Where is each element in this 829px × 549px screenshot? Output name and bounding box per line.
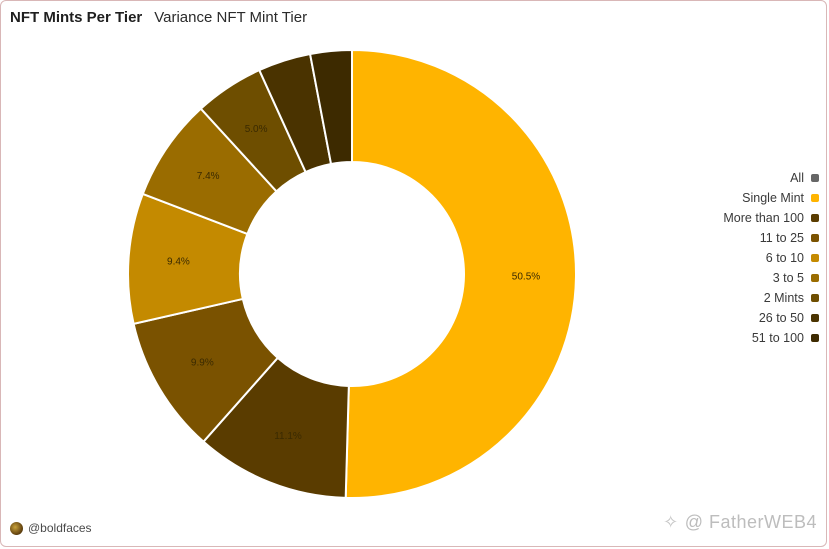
author-avatar: [10, 521, 23, 535]
slice-label-more-than-100: 11.1%: [274, 431, 302, 442]
slice-label-6-to-10: 9.4%: [167, 257, 190, 268]
chart-subtitle: Variance NFT Mint Tier: [154, 9, 308, 26]
legend-item-11-to-25[interactable]: 11 to 25: [760, 230, 819, 245]
legend-label: 11 to 25: [759, 230, 804, 245]
watermark: ✧ @ FatherWEB4: [663, 512, 817, 533]
legend-item-3-to-5[interactable]: 3 to 5: [773, 270, 819, 285]
legend-item-all[interactable]: All: [790, 170, 819, 185]
legend-label: 6 to 10: [765, 250, 804, 265]
legend-swatch: [811, 313, 819, 322]
slice-label-3-to-5: 7.4%: [197, 171, 220, 182]
legend-label: Single Mint: [742, 190, 804, 205]
slice-label-2-mints: 5.0%: [245, 124, 268, 135]
legend-item-26-to-50[interactable]: 26 to 50: [759, 310, 819, 325]
chart-title: NFT Mints Per Tier: [10, 9, 143, 26]
legend-label: 26 to 50: [758, 310, 804, 325]
author-handle: @boldfaces: [28, 521, 92, 535]
legend-swatch: [811, 193, 819, 202]
slice-51-to-100[interactable]: [308, 48, 353, 166]
legend-swatch: [811, 213, 819, 222]
slice-label-single-mint: 50.5%: [512, 271, 540, 282]
legend-label: 3 to 5: [772, 270, 804, 285]
diamond-logo-icon: ✧: [663, 512, 679, 532]
footer: @boldfaces: [10, 521, 92, 535]
legend-item-2-mints[interactable]: 2 Mints: [764, 290, 819, 305]
legend-item-single-mint[interactable]: Single Mint: [742, 190, 819, 205]
legend-label: More than 100: [723, 210, 804, 225]
slice-labels: 50.5% 11.1% 9.9% 9.4% 7.4% 5.0%: [167, 124, 540, 442]
legend-swatch: [811, 273, 819, 282]
legend-swatch: [811, 293, 819, 302]
donut-slices: [127, 48, 577, 499]
legend-swatch: [811, 233, 819, 242]
chart-header: NFT Mints Per Tier Variance NFT Mint Tie…: [10, 9, 307, 26]
legend-item-51-to-100[interactable]: 51 to 100: [752, 330, 819, 345]
legend-swatch: [811, 253, 819, 262]
legend-label: All: [790, 170, 804, 185]
slice-label-11-to-25: 9.9%: [191, 358, 214, 369]
legend-item-more-than-100[interactable]: More than 100: [723, 210, 819, 225]
legend-label: 2 Mints: [763, 290, 804, 305]
legend-swatch: [811, 333, 819, 342]
legend-item-6-to-10[interactable]: 6 to 10: [766, 250, 819, 265]
watermark-text: @ FatherWEB4: [684, 512, 817, 532]
slice-single-mint[interactable]: [344, 48, 577, 499]
legend-label: 51 to 100: [751, 330, 804, 345]
chart-legend: All Single Mint More than 100 11 to 25 6 to …: [723, 170, 819, 345]
legend-swatch: [811, 173, 819, 182]
